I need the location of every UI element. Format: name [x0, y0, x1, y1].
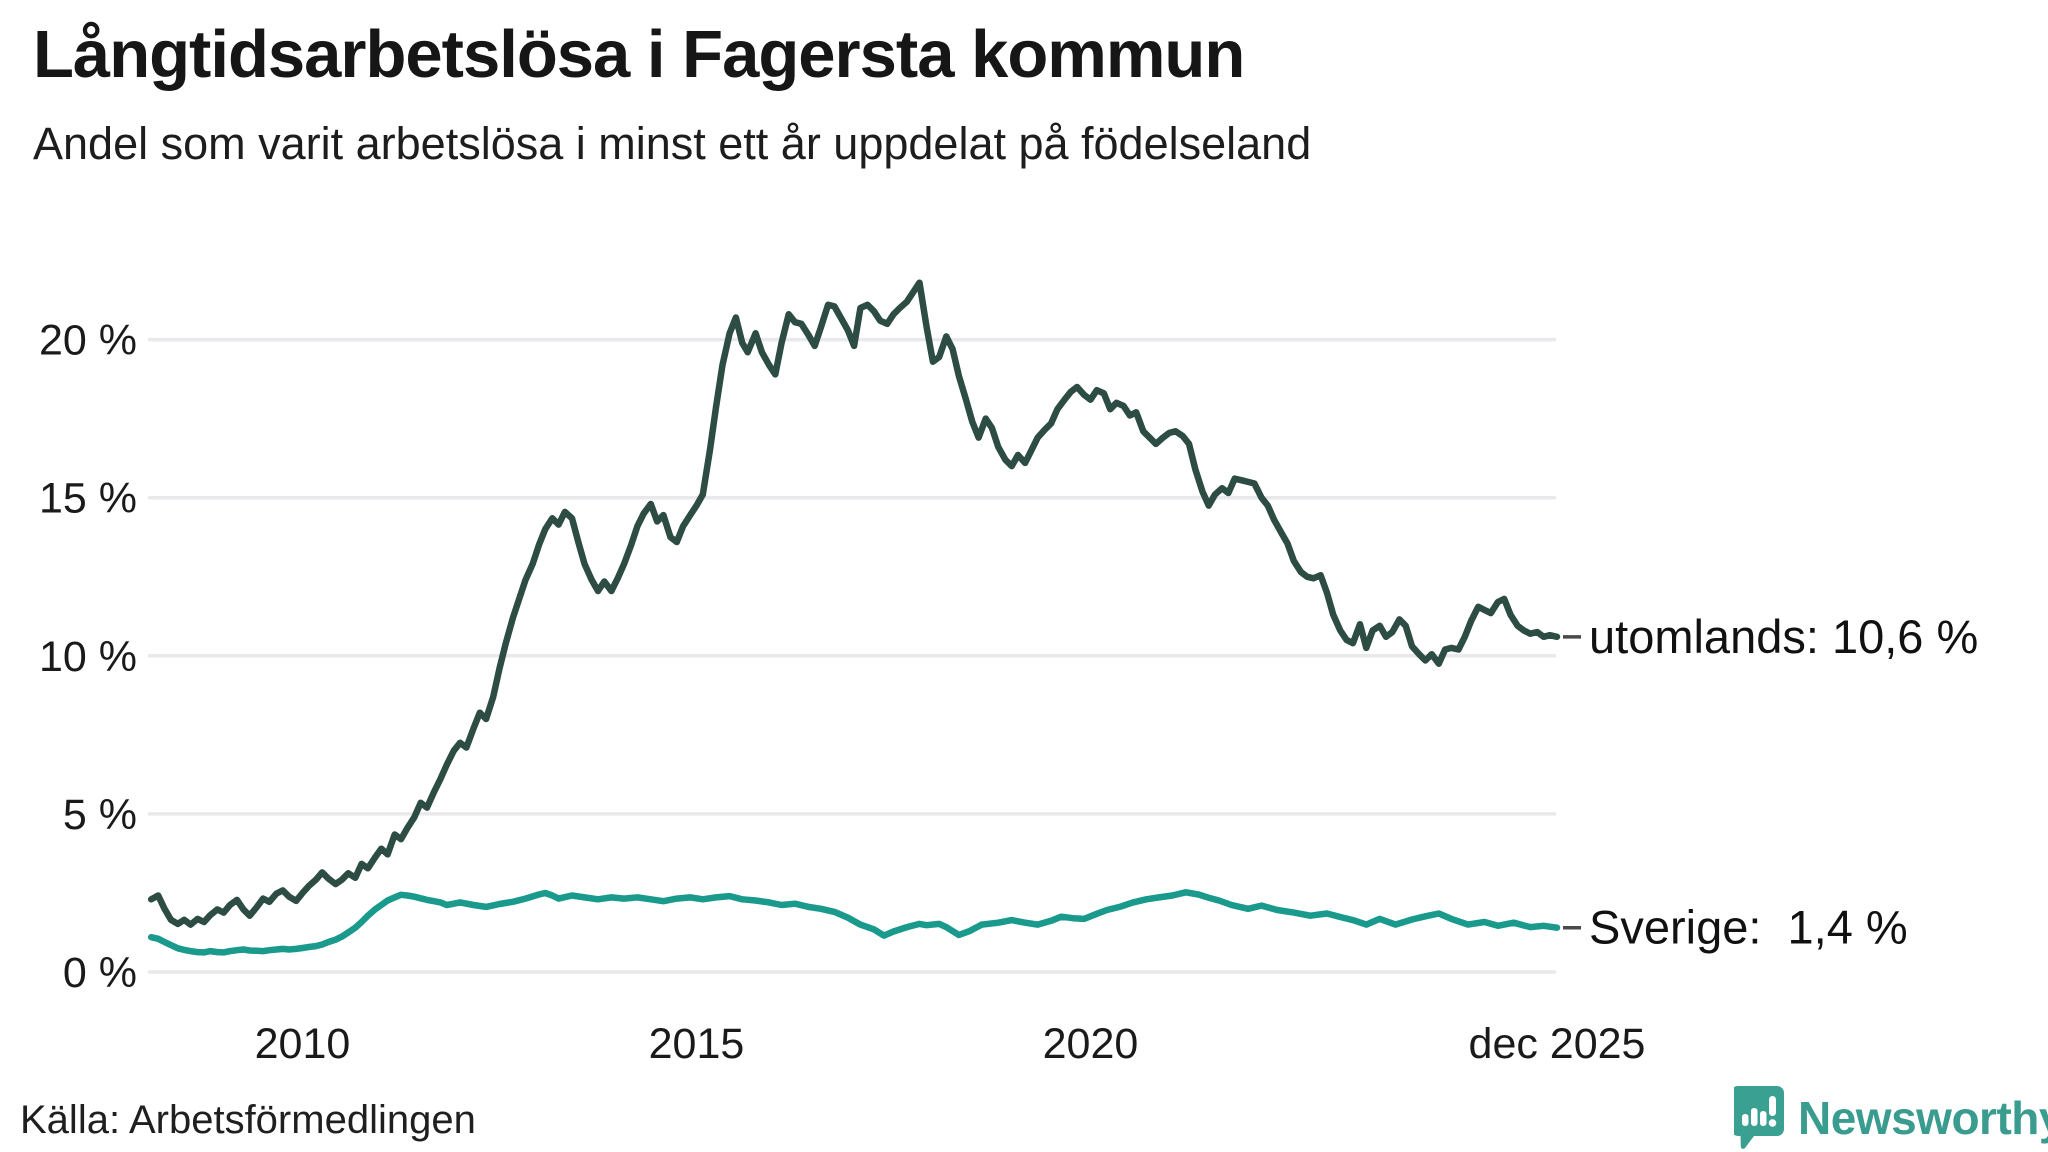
y-tick-label-0: 0 %: [63, 949, 137, 997]
x-tick-label-0: 2010: [255, 1020, 351, 1068]
newsworthy-logo: Newsworthy: [1734, 1086, 2048, 1150]
y-tick-label-5: 5 %: [63, 791, 137, 839]
series-line-Sverige: [147, 889, 1561, 956]
x-tick-label-2: 2020: [1043, 1020, 1139, 1068]
series-end-label-utomlands: utomlands: 10,6 %: [1589, 610, 1978, 663]
y-tick-label-10: 10 %: [39, 633, 137, 681]
series-line-utomlands: [147, 279, 1561, 928]
y-tick-label-20: 20 %: [39, 317, 137, 365]
newsworthy-bubble-chart-icon: [1734, 1086, 1784, 1149]
page-subtitle: Andel som varit arbetslösa i minst ett å…: [33, 118, 1312, 169]
newsworthy-wordmark: Newsworthy: [1798, 1092, 2048, 1144]
y-tick-label-15: 15 %: [39, 475, 137, 523]
x-tick-label-1: 2015: [649, 1020, 745, 1068]
page-title: Långtidsarbetslösa i Fagersta kommun: [33, 17, 1245, 92]
source-note: Källa: Arbetsförmedlingen: [20, 1098, 476, 1142]
x-tick-label-3: dec 2025: [1469, 1020, 1646, 1068]
series-end-label-Sverige: Sverige: 1,4 %: [1589, 901, 1908, 954]
